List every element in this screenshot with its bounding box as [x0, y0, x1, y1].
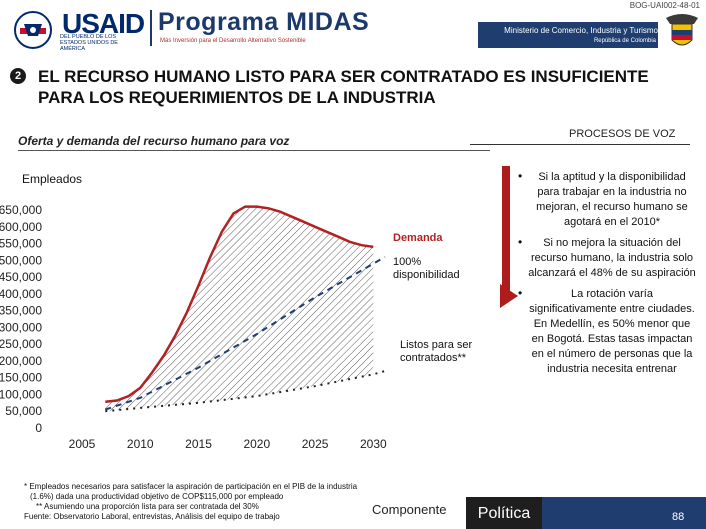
- y-tick-label: 50,000: [5, 404, 42, 418]
- chart-annotation: disponibilidad: [393, 269, 460, 281]
- page-number: 88: [672, 511, 685, 523]
- y-tick-label: 100,000: [0, 387, 42, 401]
- footnote: ** Asumiendo una proporción lista para s…: [36, 502, 259, 511]
- x-tick-label: 2020: [243, 437, 270, 451]
- insights-list: • Si la aptitud y la disponibilidad para…: [518, 169, 696, 383]
- chart-annotation: Demanda: [393, 232, 443, 244]
- process-tag: PROCESOS DE VOZ: [569, 128, 676, 140]
- slide-title: EL RECURSO HUMANO LISTO PARA SER CONTRAT…: [38, 67, 649, 107]
- slide-section-badge: 2: [10, 68, 26, 84]
- component-label: Componente: [372, 502, 447, 517]
- usaid-subtitle: DEL PUEBLO DE LOS ESTADOS UNIDOS DE AMÉR…: [60, 34, 118, 52]
- x-tick-label: 2005: [69, 437, 96, 451]
- chart-annotation: 100%: [393, 256, 421, 268]
- ministry-name: Ministerio de Comercio, Industria y Turi…: [504, 26, 658, 35]
- y-tick-label: 600,000: [0, 220, 42, 234]
- y-tick-label: 0: [35, 421, 42, 435]
- y-tick-label: 400,000: [0, 287, 42, 301]
- footnote: * Empleados necesarios para satisfacer l…: [24, 482, 358, 491]
- y-tick-label: 550,000: [0, 237, 42, 251]
- y-axis-label: Empleados: [22, 172, 82, 186]
- demand-gap-area: [105, 206, 374, 412]
- insight-item: • Si la aptitud y la disponibilidad para…: [518, 169, 696, 230]
- y-tick-label: 250,000: [0, 337, 42, 351]
- y-tick-label: 150,000: [0, 371, 42, 385]
- x-tick-label: 2015: [185, 437, 212, 451]
- x-tick-label: 2030: [360, 437, 387, 451]
- usaid-seal-icon: [14, 11, 52, 49]
- chart-heading: Oferta y demanda del recurso humano para…: [18, 134, 290, 148]
- footnote: (1.6%) dada una productividad objetivo d…: [30, 492, 284, 501]
- y-tick-label: 500,000: [0, 253, 42, 267]
- y-tick-label: 350,000: [0, 304, 42, 318]
- y-tick-label: 450,000: [0, 270, 42, 284]
- insight-text: Si no mejora la situación del recurso hu…: [528, 237, 696, 279]
- series-line-demanda: [105, 205, 374, 404]
- process-tag-underline: [470, 144, 690, 145]
- insight-item: • Si no mejora la situación del recurso …: [518, 235, 696, 281]
- logo-divider: [150, 10, 152, 46]
- ministry-banner: [478, 22, 658, 48]
- usaid-wordmark: USAID: [62, 8, 145, 39]
- footnote-source: Fuente: Observatorio Laboral, entrevista…: [24, 512, 280, 521]
- y-tick-label: 650,000: [0, 203, 42, 217]
- chart-annotation: contratados**: [400, 352, 467, 364]
- insight-text: La rotación varía significativamente ent…: [529, 288, 695, 375]
- arrow-right-icon: [500, 166, 518, 308]
- insight-text: Si la aptitud y la disponibilidad para t…: [536, 171, 688, 228]
- chart-heading-underline: [18, 150, 490, 151]
- bullet-icon: •: [518, 235, 523, 249]
- program-title: Programa MIDAS: [158, 8, 370, 36]
- insight-item: • La rotación varía significativamente e…: [518, 286, 696, 377]
- series-line-listos-para-ser-contratados-: [105, 370, 386, 413]
- x-tick-label: 2010: [127, 437, 154, 451]
- x-tick-label: 2025: [302, 437, 329, 451]
- document-code: BOG-UAI002-48-01: [629, 1, 700, 10]
- program-tagline: Más Inversión para el Desarrollo Alterna…: [160, 38, 306, 44]
- bullet-icon: •: [518, 286, 523, 300]
- ministry-country: República de Colombia: [593, 38, 656, 44]
- series-line-100-disponibilidad: [104, 256, 386, 411]
- politica-box: [466, 497, 542, 529]
- labor-supply-demand-chart: Empleados 650,000 600,000 550,000 500,000 45…: [0, 172, 472, 451]
- colombia-coat-of-arms-icon: [666, 14, 698, 46]
- bullet-icon: •: [518, 169, 523, 183]
- footer-band: [542, 497, 706, 529]
- chart-annotation: Listos para ser: [400, 339, 472, 351]
- y-tick-label: 200,000: [0, 354, 42, 368]
- politica-label: Política: [477, 505, 531, 522]
- y-tick-label: 300,000: [0, 320, 42, 334]
- footnotes: * Empleados necesarios para satisfacer l…: [24, 482, 444, 522]
